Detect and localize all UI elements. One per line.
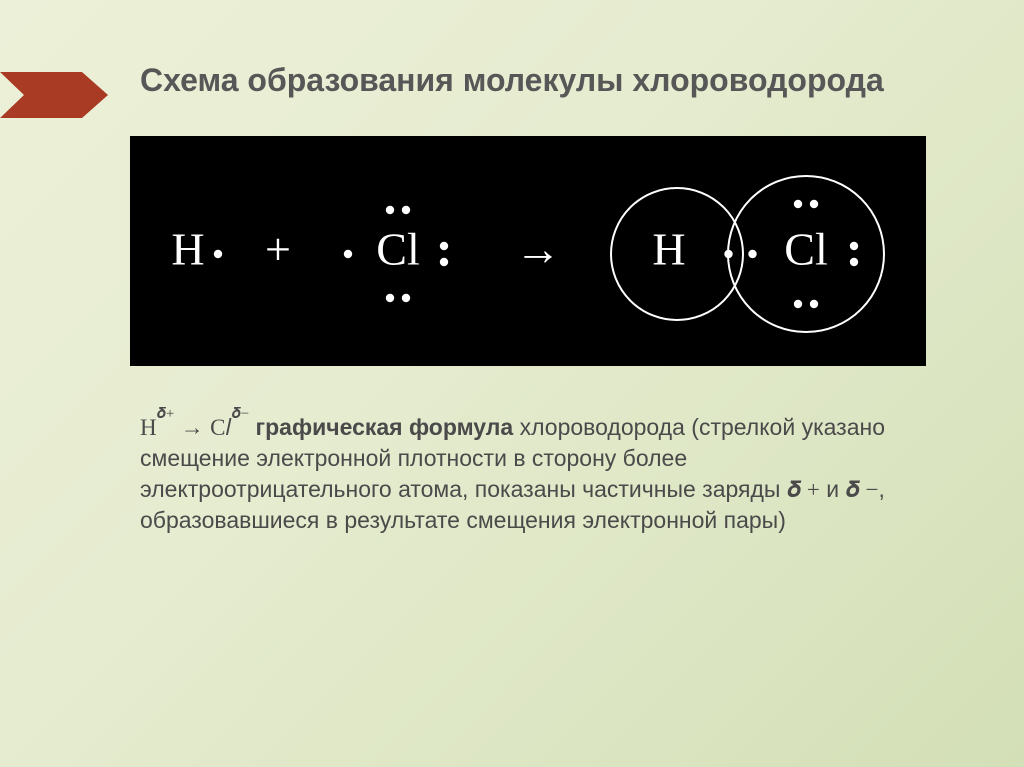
svg-text:H: H: [171, 224, 204, 275]
lewis-diagram: H + Cl → H Cl: [130, 136, 926, 366]
body-text: H𝜹+ → C𝑙𝜹− графическая формула хлороводо…: [140, 412, 944, 536]
body-delta-minus: 𝜹 −: [846, 477, 879, 502]
svg-text:Cl: Cl: [784, 224, 827, 275]
body-post: хлороводорода (стрелкой указано смещение…: [140, 414, 885, 502]
formula-delta-plus: 𝜹+: [157, 406, 175, 422]
formula-arrow: →: [181, 415, 204, 440]
body-mid: и: [820, 476, 846, 502]
formula-H: H: [140, 415, 157, 440]
body-delta-plus: 𝜹 +: [787, 477, 820, 502]
svg-text:+: +: [265, 224, 291, 275]
svg-text:→: →: [515, 224, 561, 275]
formula-delta-minus: 𝜹−: [231, 406, 249, 422]
slide-title: Схема образования молекулы хлороводорода: [140, 60, 944, 100]
svg-text:Cl: Cl: [376, 224, 419, 275]
body-bold: графическая формула: [256, 414, 514, 440]
accent-arrow: [0, 72, 110, 118]
formula-Cl: C𝑙: [210, 415, 231, 440]
svg-text:H: H: [652, 224, 685, 275]
